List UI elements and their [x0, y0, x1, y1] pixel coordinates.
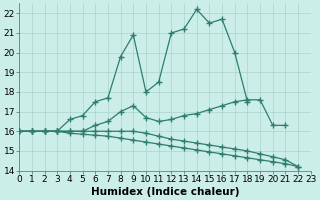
X-axis label: Humidex (Indice chaleur): Humidex (Indice chaleur) [91, 187, 239, 197]
